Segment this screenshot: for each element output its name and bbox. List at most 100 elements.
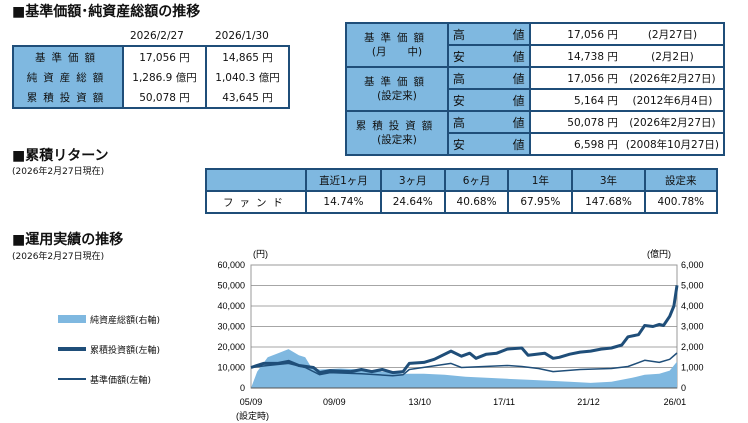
hl-value: 14,738 円 bbox=[528, 44, 622, 68]
hl-kind: 高値 bbox=[446, 22, 531, 46]
chart-legend: 純資産総額(右軸) 累積投資額(左軸) 基準価額(左軸) bbox=[58, 312, 160, 386]
y2-tick-label: 1,000 bbox=[681, 363, 704, 373]
return-value: 147.68% bbox=[571, 190, 646, 214]
hl-kind: 安値 bbox=[446, 132, 531, 156]
date-col-2: 2026/1/30 bbox=[215, 30, 269, 42]
value: 1,040.3 億円 bbox=[205, 67, 290, 87]
returns-asof: (2026年2月27日現在) bbox=[12, 167, 105, 177]
legend-item: 基準価額(左軸) bbox=[58, 372, 160, 386]
hl-date: (2026年2月27日) bbox=[621, 66, 726, 90]
corner bbox=[205, 168, 307, 192]
x-tick-label: 05/09 bbox=[240, 397, 263, 407]
hl-kind-2: 値 bbox=[512, 115, 525, 130]
return-header: 6ヶ月 bbox=[443, 168, 510, 192]
y2-tick-label: 5,000 bbox=[681, 281, 704, 291]
value: 50,078 円 bbox=[122, 87, 207, 108]
hl-value: 50,078 円 bbox=[528, 110, 622, 134]
hl-kind-1: 安 bbox=[452, 49, 465, 64]
legend-item: 純資産総額(右軸) bbox=[58, 312, 160, 326]
hl-kind-1: 安 bbox=[452, 137, 465, 152]
section-title-nav: ■基準価額･純資産総額の推移 bbox=[12, 4, 201, 20]
return-value: 40.68% bbox=[443, 190, 510, 214]
value: 17,056 円 bbox=[122, 46, 207, 67]
hl-kind-1: 高 bbox=[452, 71, 465, 86]
legend-label: 基準価額(左軸) bbox=[90, 375, 152, 386]
y-tick-label: 40,000 bbox=[217, 301, 245, 311]
value: 43,645 円 bbox=[205, 87, 290, 108]
return-value: 400.78% bbox=[643, 190, 719, 214]
y-tick-label: 10,000 bbox=[217, 363, 245, 373]
section-title-performance: ■運用実績の推移 bbox=[12, 232, 124, 248]
group-label-1: 累積投資額 bbox=[355, 120, 439, 132]
y-tick-label: 0 bbox=[240, 383, 245, 393]
row-label: 累積投資額 bbox=[12, 87, 124, 108]
x-note: (設定時) bbox=[236, 410, 269, 421]
group-label-2: (設定来) bbox=[377, 90, 417, 102]
y-tick-label: 50,000 bbox=[217, 281, 245, 291]
y2-tick-label: 0 bbox=[681, 383, 686, 393]
return-header: 1年 bbox=[507, 168, 574, 192]
y2-tick-label: 6,000 bbox=[681, 260, 704, 270]
performance-asof: (2026年2月27日現在) bbox=[12, 252, 105, 262]
hl-value: 17,056 円 bbox=[528, 22, 622, 46]
y-tick-label: 30,000 bbox=[217, 322, 245, 332]
date-col-1: 2026/2/27 bbox=[130, 30, 184, 42]
hl-kind-2: 値 bbox=[512, 93, 525, 108]
row-label: 基準価額 bbox=[12, 46, 124, 67]
hl-kind-2: 値 bbox=[512, 71, 525, 86]
hl-value: 6,598 円 bbox=[528, 132, 622, 156]
group-label: 基準価額 (月 中) bbox=[345, 22, 449, 68]
value: 1,286.9 億円 bbox=[122, 67, 207, 87]
thick-line-icon bbox=[58, 347, 86, 351]
section-title-returns: ■累積リターン bbox=[12, 148, 109, 164]
series-line-cumulative bbox=[250, 285, 679, 375]
y-tick-label: 60,000 bbox=[217, 260, 245, 270]
return-value: 24.64% bbox=[379, 190, 446, 214]
high-low-table: 基準価額 (月 中) 高値 17,056 円 (2月27日) 安値 14,738 円 (2月2… bbox=[345, 22, 726, 156]
return-header: 3ヶ月 bbox=[379, 168, 446, 192]
x-tick-label: 21/12 bbox=[577, 397, 600, 407]
group-label-2: (設定来) bbox=[377, 134, 417, 146]
y2-tick-label: 3,000 bbox=[681, 322, 704, 332]
return-value: 14.74% bbox=[305, 190, 382, 214]
group-label: 基準価額 (設定来) bbox=[345, 66, 449, 112]
hl-value: 17,056 円 bbox=[528, 66, 622, 90]
hl-date: (2026年2月27日) bbox=[621, 110, 726, 134]
row-label: 純資産総額 bbox=[12, 67, 124, 87]
hl-value: 5,164 円 bbox=[528, 88, 622, 112]
y-tick-label: 20,000 bbox=[217, 342, 245, 352]
y2-tick-label: 4,000 bbox=[681, 301, 704, 311]
hl-date: (2月27日) bbox=[621, 22, 726, 46]
return-header: 3年 bbox=[571, 168, 646, 192]
legend-item: 累積投資額(左軸) bbox=[58, 342, 160, 356]
return-header: 直近1ヶ月 bbox=[305, 168, 382, 192]
hl-kind-1: 高 bbox=[452, 27, 465, 42]
nav-summary-table: 基準価額 17,056 円 14,865 円 純資産総額 1,286.9 億円 1,04… bbox=[12, 45, 290, 109]
return-header: 設定来 bbox=[643, 168, 719, 192]
hl-kind-2: 値 bbox=[512, 49, 525, 64]
y2-tick-label: 2,000 bbox=[681, 342, 704, 352]
left-axis-unit: (円) bbox=[253, 249, 268, 259]
performance-chart: 0 0 10,000 1,000 20,000 2,000 30,000 3,000 40,00… bbox=[217, 248, 704, 421]
series-line-nav bbox=[250, 352, 678, 377]
group-label-2: (月 中) bbox=[371, 46, 423, 58]
area-swatch-icon bbox=[58, 315, 86, 323]
hl-kind-1: 高 bbox=[452, 115, 465, 130]
legend-label: 純資産総額(右軸) bbox=[90, 315, 161, 326]
right-axis-unit: (億円) bbox=[647, 248, 671, 259]
x-tick-label: 17/11 bbox=[493, 397, 515, 407]
series-area-net-assets bbox=[251, 349, 677, 388]
hl-kind-2: 値 bbox=[512, 137, 525, 152]
row-label: ファンド bbox=[205, 190, 307, 214]
returns-table: 直近1ヶ月 3ヶ月 6ヶ月 1年 3年 設定来 ファンド 14.74% 24.64% 40.68… bbox=[205, 168, 719, 214]
value: 14,865 円 bbox=[205, 46, 290, 67]
hl-kind: 安値 bbox=[446, 88, 531, 112]
x-tick-label: 26/01 bbox=[664, 397, 687, 407]
group-label-1: 基準価額 bbox=[363, 76, 430, 88]
hl-date: (2月2日) bbox=[621, 44, 726, 68]
thin-line-icon bbox=[58, 378, 86, 380]
hl-kind-2: 値 bbox=[512, 27, 525, 42]
x-tick-label: 09/09 bbox=[323, 397, 346, 407]
hl-date: (2012年6月4日) bbox=[621, 88, 726, 112]
group-label-1: 基準価額 bbox=[363, 32, 430, 44]
